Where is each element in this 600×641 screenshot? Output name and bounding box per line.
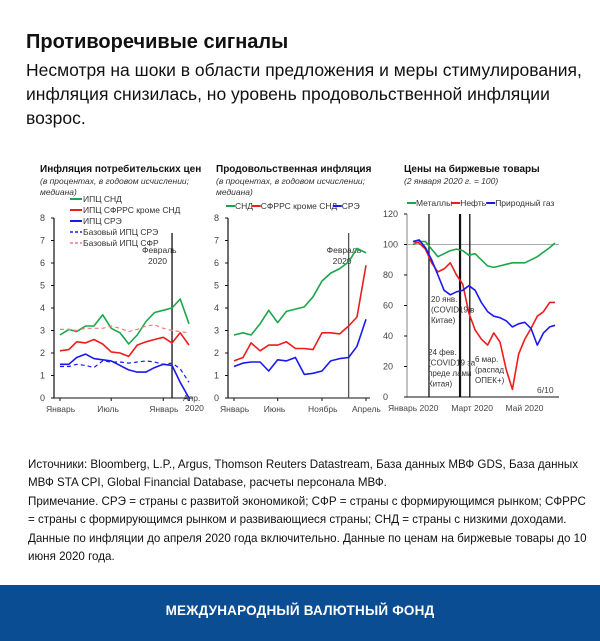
note-text: Примечание. СРЭ = страны с развитой экон… <box>28 494 587 564</box>
y-tick-label: 0 <box>214 393 219 403</box>
legend-label: ИПЦ СФРРС кроме СНД <box>83 205 181 215</box>
y-tick-label: 3 <box>40 326 45 336</box>
y-tick-label: 4 <box>40 303 45 313</box>
legend-label: СФРРС кроме СНД <box>261 201 338 211</box>
page-subtitle: Несмотря на шоки в области предложения и… <box>26 60 582 128</box>
legend-label: Базовый ИПЦ СРЭ <box>83 227 158 237</box>
x-tick-label: Апрель <box>352 404 381 414</box>
chart-subtitle: (в процентах, в годовом исчислении; медиа… <box>216 176 366 197</box>
series-line-3 <box>412 239 556 346</box>
series-line-3 <box>60 353 190 399</box>
annotation-label: Февраль <box>142 245 177 255</box>
x-tick-label-part: 2020 <box>185 403 204 413</box>
series-line-2 <box>233 265 367 362</box>
legend-label: ИПЦ СНД <box>83 194 122 204</box>
y-tick-label: 8 <box>214 213 219 223</box>
chart-subtitle: (2 января 2020 г. = 100) <box>404 176 498 186</box>
series-line-1 <box>233 247 367 336</box>
x-tick-label: Январь 2020 <box>388 403 439 413</box>
x-tick-label-part: Апр. <box>183 393 200 403</box>
y-tick-label: 6 <box>40 258 45 268</box>
charts-svg: Инфляция потребительских цен(в процентах… <box>40 163 559 414</box>
y-tick-label: 5 <box>40 281 45 291</box>
y-tick-label: 100 <box>383 240 398 250</box>
y-tick-label: 6 <box>214 258 219 268</box>
x-tick-label: Январь <box>46 404 76 414</box>
series-line-1 <box>59 298 190 345</box>
y-tick-label: 1 <box>214 371 219 381</box>
y-tick-label: 4 <box>214 303 219 313</box>
chart-title: Продовольственная инфляция <box>216 163 372 175</box>
annotation-label: 24 фев. (COVID19 за преде лами Китая) <box>428 348 476 389</box>
chart-title: Инфляция потребительских цен <box>40 163 201 175</box>
y-tick-label: 120 <box>383 209 398 219</box>
y-tick-label: 3 <box>214 326 219 336</box>
chart-title: Цены на биржевые товары <box>404 163 540 175</box>
y-tick-label: 7 <box>214 236 219 246</box>
series-line-2 <box>59 332 190 358</box>
legend-label: Нефть <box>460 198 487 208</box>
page-title: Противоречивые сигналы <box>26 31 289 53</box>
legend-label: СНД <box>235 201 253 211</box>
legend-label: Природный газ <box>495 198 554 208</box>
x-tick-label: Март 2020 <box>451 403 493 413</box>
annotation-label: 6 мар. (распад ОПЕК+) <box>475 355 505 385</box>
y-tick-label: 80 <box>383 270 393 280</box>
annotation-label: 2020 <box>333 256 352 266</box>
chart-subtitle: (в процентах, в годовом исчислении; медиа… <box>40 176 190 197</box>
y-tick-label: 0 <box>383 392 388 402</box>
legend-label: Базовый ИПЦ СФР <box>83 238 159 248</box>
series-line-5 <box>60 324 190 334</box>
x-tick-label: Январь <box>220 404 250 414</box>
series-line-1 <box>412 240 556 269</box>
annotation-label: Февраль <box>327 245 362 255</box>
y-tick-label: 40 <box>383 331 393 341</box>
x-tick-label: 6/10 <box>537 385 554 395</box>
legend-label: Металлы <box>416 198 452 208</box>
sources-text: Источники: Bloomberg, L.P., Argus, Thoms… <box>28 458 579 490</box>
annotation-label: 2020 <box>148 256 167 266</box>
x-tick-label: Май 2020 <box>506 403 544 413</box>
y-tick-label: 5 <box>214 281 219 291</box>
y-tick-label: 8 <box>40 213 45 223</box>
annotation-label: 20 янв. (COVID19 в Китае) <box>431 295 474 325</box>
imf-footer: МЕЖДУНАРОДНЫЙ ВАЛЮТНЫЙ ФОНД <box>0 585 600 641</box>
legend-label: СРЭ <box>342 201 360 211</box>
y-tick-label: 2 <box>40 348 45 358</box>
series-line-4 <box>60 360 190 383</box>
y-tick-label: 0 <box>40 393 45 403</box>
x-tick-label: Июнь <box>264 404 286 414</box>
series-line-3 <box>233 319 367 376</box>
x-tick-label: Ноябрь <box>308 404 338 414</box>
y-tick-label: 20 <box>383 362 393 372</box>
notes: Источники: Bloomberg, L.P., Argus, Thoms… <box>28 456 588 566</box>
y-tick-label: 2 <box>214 348 219 358</box>
y-tick-label: 7 <box>40 236 45 246</box>
y-tick-label: 1 <box>40 371 45 381</box>
legend-label: ИПЦ СРЭ <box>83 216 122 226</box>
x-tick-label: Июль <box>97 404 119 414</box>
y-tick-label: 60 <box>383 301 393 311</box>
x-tick-label: Январь <box>149 404 179 414</box>
